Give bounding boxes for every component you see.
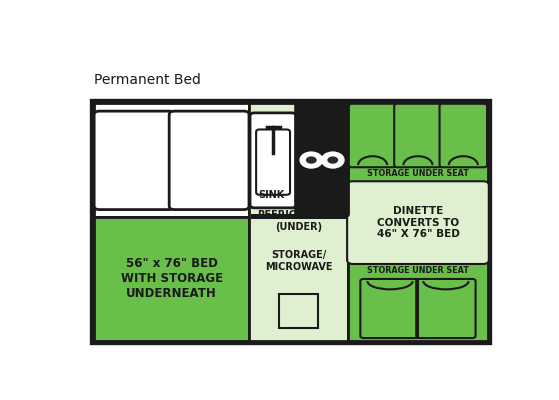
FancyBboxPatch shape — [94, 111, 174, 210]
Bar — [94, 104, 488, 341]
FancyBboxPatch shape — [256, 130, 290, 195]
Text: STOVE: STOVE — [302, 190, 338, 200]
Bar — [249, 104, 348, 341]
Circle shape — [321, 152, 344, 168]
Bar — [94, 104, 249, 217]
Text: STORAGE/
MICROWAVE: STORAGE/ MICROWAVE — [265, 250, 333, 272]
Text: Permanent Bed: Permanent Bed — [94, 73, 201, 87]
Circle shape — [305, 156, 318, 164]
Bar — [251, 214, 347, 219]
Bar — [348, 262, 488, 341]
Text: SINK: SINK — [258, 190, 284, 200]
FancyBboxPatch shape — [169, 111, 249, 210]
Text: STORAGE UNDER SEAT: STORAGE UNDER SEAT — [367, 266, 469, 276]
FancyBboxPatch shape — [349, 104, 396, 167]
FancyBboxPatch shape — [394, 104, 442, 167]
Text: 56" x 76" BED
WITH STORAGE
UNDERNEATH: 56" x 76" BED WITH STORAGE UNDERNEATH — [121, 258, 222, 300]
Circle shape — [300, 152, 323, 168]
Bar — [94, 217, 249, 341]
Text: REFRIGERATOR
(UNDER): REFRIGERATOR (UNDER) — [257, 210, 340, 232]
FancyBboxPatch shape — [347, 181, 489, 264]
FancyBboxPatch shape — [295, 104, 349, 217]
Bar — [348, 183, 488, 262]
Text: STORAGE UNDER SEAT: STORAGE UNDER SEAT — [367, 170, 469, 178]
FancyBboxPatch shape — [361, 279, 420, 338]
FancyBboxPatch shape — [250, 113, 296, 208]
Bar — [348, 104, 488, 183]
Circle shape — [326, 156, 339, 164]
Text: DINETTE
CONVERTS TO
46" X 76" BED: DINETTE CONVERTS TO 46" X 76" BED — [377, 206, 459, 239]
Bar — [251, 106, 296, 214]
FancyBboxPatch shape — [416, 279, 476, 338]
FancyBboxPatch shape — [439, 104, 487, 167]
Bar — [279, 294, 319, 328]
Bar — [97, 107, 485, 337]
